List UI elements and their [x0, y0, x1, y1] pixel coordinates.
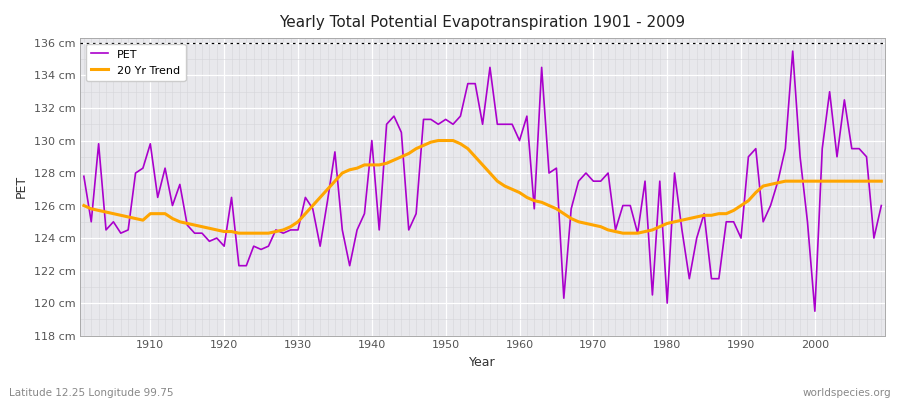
PET	[345, 263, 356, 268]
PET	[507, 122, 517, 127]
20 Yr Trend	[138, 218, 148, 222]
Line: PET: PET	[84, 51, 881, 311]
20 Yr Trend	[78, 203, 89, 208]
PET	[809, 309, 820, 314]
Text: worldspecies.org: worldspecies.org	[803, 388, 891, 398]
PET	[788, 49, 798, 54]
PET	[514, 138, 525, 143]
PET	[78, 174, 89, 179]
20 Yr Trend	[233, 231, 244, 236]
Line: 20 Yr Trend: 20 Yr Trend	[84, 140, 881, 233]
20 Yr Trend	[529, 198, 540, 203]
PET	[138, 166, 148, 170]
20 Yr Trend	[352, 166, 363, 170]
Legend: PET, 20 Yr Trend: PET, 20 Yr Trend	[86, 44, 185, 81]
Title: Yearly Total Potential Evapotranspiration 1901 - 2009: Yearly Total Potential Evapotranspiratio…	[280, 15, 686, 30]
PET	[300, 195, 310, 200]
X-axis label: Year: Year	[469, 356, 496, 369]
PET	[876, 203, 886, 208]
20 Yr Trend	[521, 195, 532, 200]
20 Yr Trend	[876, 179, 886, 184]
Y-axis label: PET: PET	[15, 175, 28, 198]
20 Yr Trend	[308, 203, 319, 208]
PET	[603, 171, 614, 176]
Text: Latitude 12.25 Longitude 99.75: Latitude 12.25 Longitude 99.75	[9, 388, 174, 398]
20 Yr Trend	[433, 138, 444, 143]
20 Yr Trend	[617, 231, 628, 236]
